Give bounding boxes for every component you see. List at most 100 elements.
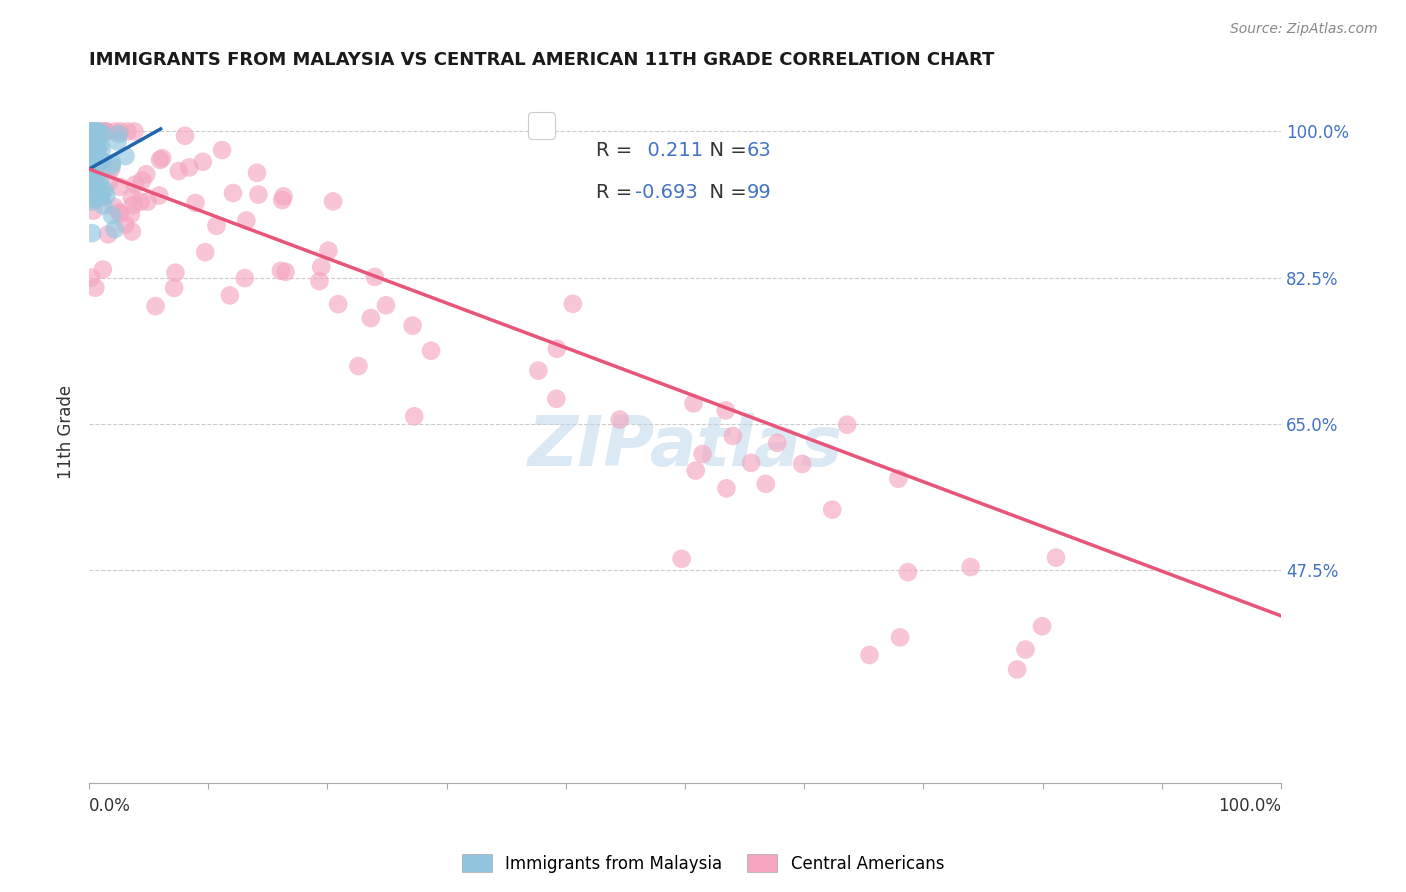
Point <box>93 198 115 212</box>
Point <box>87 143 110 157</box>
Point <box>101 156 124 170</box>
Point <box>179 161 201 175</box>
Point <box>527 363 550 377</box>
Legend: Immigrants from Malaysia, Central Americans: Immigrants from Malaysia, Central Americ… <box>456 847 950 880</box>
Point <box>897 565 920 579</box>
Point <box>83 178 105 192</box>
Point <box>84 124 107 138</box>
Point <box>91 127 114 141</box>
Text: R =: R = <box>596 183 638 202</box>
Text: N =: N = <box>697 141 754 160</box>
Point <box>79 151 101 165</box>
Point <box>100 159 122 173</box>
Point <box>80 131 103 145</box>
Point <box>86 186 108 200</box>
Point <box>90 186 112 200</box>
Point <box>83 124 105 138</box>
Point <box>80 270 103 285</box>
Point <box>84 169 107 184</box>
Point <box>89 137 111 152</box>
Point <box>96 188 118 202</box>
Point <box>347 359 370 373</box>
Point <box>222 186 245 200</box>
Point <box>79 138 101 153</box>
Point <box>89 180 111 194</box>
Point <box>174 128 197 143</box>
Point <box>167 164 190 178</box>
Point <box>114 149 136 163</box>
Point <box>79 165 101 179</box>
Point <box>110 124 132 138</box>
Point <box>685 464 707 478</box>
Point <box>108 205 131 219</box>
Point <box>107 127 129 141</box>
Point <box>82 226 104 240</box>
Point <box>79 134 101 148</box>
Point <box>420 343 443 358</box>
Text: 0.0%: 0.0% <box>89 797 131 815</box>
Point <box>246 166 269 180</box>
Point <box>131 173 153 187</box>
Point <box>235 213 257 227</box>
Point <box>716 481 738 495</box>
Point <box>82 175 104 189</box>
Point <box>80 126 103 140</box>
Point <box>79 172 101 186</box>
Point <box>108 179 131 194</box>
Point <box>322 194 344 209</box>
Point <box>205 219 228 233</box>
Point <box>120 207 142 221</box>
Point <box>96 124 118 138</box>
Point <box>82 124 104 138</box>
Point <box>108 206 131 220</box>
Point <box>90 161 112 176</box>
Point <box>82 203 104 218</box>
Point <box>90 153 112 168</box>
Point <box>79 172 101 186</box>
Point <box>184 195 207 210</box>
Y-axis label: 11th Grade: 11th Grade <box>58 385 75 479</box>
Point <box>79 124 101 138</box>
Point <box>233 271 256 285</box>
Point <box>309 260 332 274</box>
Point <box>165 266 187 280</box>
Legend:  <box>527 112 555 139</box>
Point <box>114 218 136 232</box>
Point <box>270 264 292 278</box>
Point <box>401 318 423 333</box>
Point <box>191 154 214 169</box>
Point <box>80 189 103 203</box>
Point <box>163 281 186 295</box>
Point <box>79 141 101 155</box>
Point <box>546 392 568 406</box>
Point <box>546 342 568 356</box>
Point <box>375 298 398 312</box>
Point <box>318 244 340 258</box>
Point <box>360 311 382 326</box>
Point <box>136 194 159 209</box>
Point <box>80 124 103 138</box>
Point <box>98 175 121 189</box>
Point <box>79 164 101 178</box>
Point <box>755 476 778 491</box>
Point <box>82 175 104 189</box>
Point <box>889 631 911 645</box>
Point <box>561 297 583 311</box>
Point <box>149 153 172 167</box>
Point <box>90 191 112 205</box>
Point <box>84 124 107 138</box>
Text: 99: 99 <box>747 183 772 202</box>
Point <box>122 198 145 212</box>
Point <box>89 124 111 138</box>
Point <box>93 124 115 138</box>
Point <box>887 472 910 486</box>
Point <box>84 169 107 183</box>
Point <box>124 178 146 192</box>
Point <box>271 193 294 207</box>
Point <box>211 143 233 157</box>
Point <box>84 281 107 295</box>
Point <box>682 396 704 410</box>
Text: ZIPatlas: ZIPatlas <box>527 413 842 480</box>
Point <box>792 457 814 471</box>
Point <box>91 143 114 157</box>
